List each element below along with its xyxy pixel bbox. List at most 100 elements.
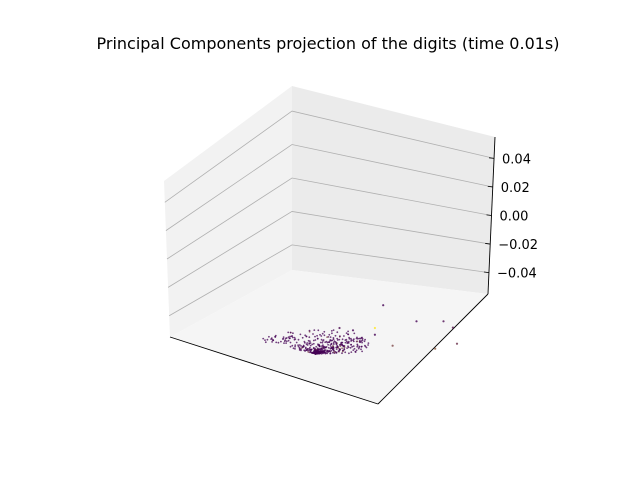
data-point <box>335 348 338 350</box>
data-point <box>322 346 325 349</box>
data-point <box>287 339 290 342</box>
data-point <box>314 350 316 352</box>
data-point <box>314 339 317 341</box>
data-point <box>290 335 293 338</box>
data-point <box>312 342 315 345</box>
data-point <box>373 326 376 330</box>
data-point <box>323 349 326 352</box>
data-point <box>352 345 355 347</box>
data-point <box>264 339 266 341</box>
data-point <box>347 333 350 336</box>
data-point <box>305 343 308 346</box>
data-point <box>356 340 359 343</box>
data-point <box>353 332 356 335</box>
data-point <box>303 349 306 352</box>
data-point <box>360 348 362 351</box>
data-point <box>314 335 316 338</box>
data-point <box>275 341 278 344</box>
data-point <box>358 337 361 340</box>
data-point <box>318 348 320 351</box>
data-point <box>283 342 285 344</box>
data-point <box>353 338 355 340</box>
data-point <box>337 350 340 353</box>
data-point <box>356 344 359 347</box>
data-point <box>289 331 292 334</box>
data-point <box>367 342 370 344</box>
data-point <box>300 348 302 351</box>
data-point <box>289 337 291 340</box>
data-point <box>307 349 309 352</box>
data-point <box>335 341 338 344</box>
data-point <box>326 341 329 344</box>
back-pane <box>292 86 495 294</box>
chart-title: Principal Components projection of the d… <box>97 34 560 53</box>
data-point <box>342 344 345 347</box>
data-point <box>298 346 301 349</box>
data-point <box>270 338 272 340</box>
z-tick-label: −0.04 <box>497 267 537 282</box>
data-point <box>348 352 350 355</box>
data-point <box>323 330 326 333</box>
data-point <box>391 344 394 347</box>
data-point <box>301 336 304 339</box>
z-tick-label: −0.02 <box>498 238 538 253</box>
data-point <box>361 350 363 353</box>
data-point <box>266 338 269 341</box>
data-point <box>321 347 323 349</box>
data-point <box>271 339 274 341</box>
data-point <box>304 347 307 350</box>
z-grid-lines <box>164 110 495 317</box>
z-grid-line <box>165 144 493 231</box>
data-point <box>356 345 359 348</box>
data-point <box>341 347 343 350</box>
data-point <box>336 337 339 340</box>
data-point <box>321 332 324 335</box>
data-point <box>305 335 308 338</box>
data-point <box>434 347 437 350</box>
data-point <box>326 352 329 355</box>
data-point <box>360 337 363 339</box>
data-point <box>293 336 296 339</box>
data-point <box>329 340 331 342</box>
data-point <box>451 326 454 329</box>
data-point <box>285 340 288 343</box>
data-point <box>350 344 352 346</box>
data-point <box>345 332 348 334</box>
data-point <box>338 338 341 341</box>
data-point <box>301 346 304 349</box>
data-point <box>344 351 347 354</box>
data-point <box>294 348 296 350</box>
data-point <box>277 341 280 344</box>
data-point <box>341 352 343 355</box>
data-point <box>341 350 344 353</box>
axis-line <box>377 293 489 405</box>
data-point <box>300 345 302 347</box>
data-point <box>343 335 345 337</box>
data-point <box>347 342 350 344</box>
data-point <box>294 338 297 340</box>
data-point <box>306 342 309 344</box>
data-point <box>280 340 282 343</box>
data-point <box>322 340 324 342</box>
data-point <box>341 344 343 347</box>
data-point <box>320 338 323 341</box>
data-point <box>339 348 341 351</box>
data-point <box>350 351 353 353</box>
data-point <box>351 329 355 332</box>
data-point <box>308 342 311 345</box>
data-point <box>294 345 296 348</box>
data-point <box>341 338 344 341</box>
data-point <box>287 331 290 334</box>
data-point <box>315 345 318 348</box>
data-point <box>363 340 366 343</box>
data-point <box>297 344 299 346</box>
data-point <box>334 334 337 337</box>
data-point <box>297 338 300 341</box>
data-point <box>346 347 348 349</box>
data-point <box>329 350 331 353</box>
data-point <box>298 344 301 346</box>
data-point <box>360 340 363 342</box>
data-point <box>355 349 358 352</box>
